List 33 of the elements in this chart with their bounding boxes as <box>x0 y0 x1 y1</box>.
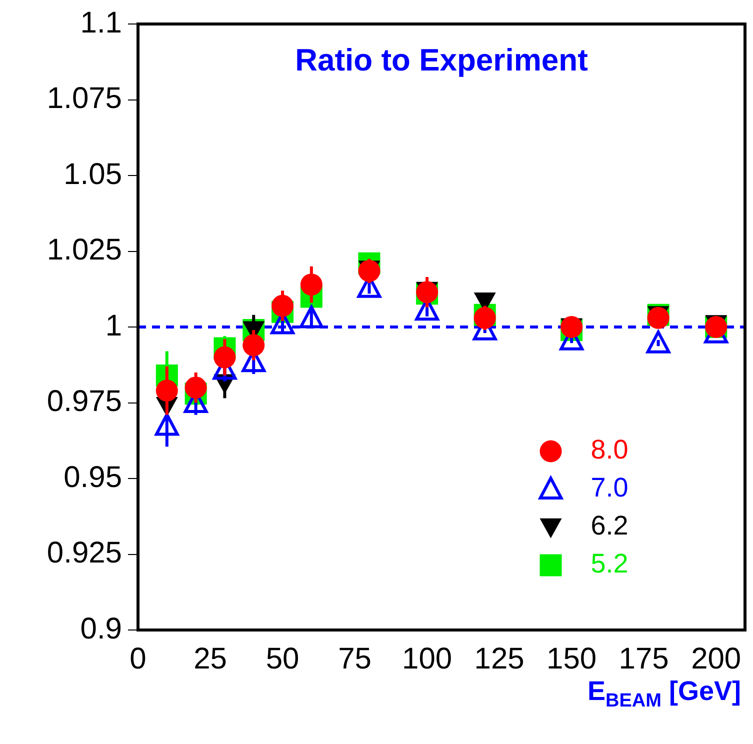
point <box>154 412 179 436</box>
x-tick-label: 75 <box>338 642 372 676</box>
x-tick-label: 125 <box>474 642 524 676</box>
point <box>214 346 236 368</box>
text: Ratio to Experiment <box>295 42 588 78</box>
x-tick-label: 25 <box>194 642 227 676</box>
y-tick-label: 0.925 <box>46 536 122 570</box>
y-tick-label: 1.05 <box>64 158 122 191</box>
x-tick-label: 175 <box>618 642 669 676</box>
y-tick-label: 1 <box>105 309 122 342</box>
x-tick-label: 100 <box>402 642 452 676</box>
y-tick-label: 0.975 <box>46 385 122 418</box>
point <box>156 380 178 402</box>
x-axis-title: E$_{BEAM}$ [GeV] <box>588 676 741 712</box>
y-tick-label: 0.9 <box>80 612 122 646</box>
legend-label: 7.0 <box>590 472 628 503</box>
x-tick-label: 50 <box>266 642 300 676</box>
point <box>272 294 294 317</box>
x-tick-label: 200 <box>691 642 742 676</box>
point <box>646 330 670 354</box>
y-tick-label: 0.95 <box>64 460 122 494</box>
point <box>299 305 324 328</box>
x-tick-label: 0 <box>130 642 146 676</box>
y-tick-label: 1.075 <box>46 82 122 116</box>
legend-label: 6.2 <box>590 510 628 541</box>
y-tick-label: 1.025 <box>46 234 122 267</box>
y-tick-label: 1.1 <box>80 6 122 40</box>
point <box>300 274 322 296</box>
legend-label: 5.2 <box>590 548 628 579</box>
x-tick-label: 150 <box>546 642 597 676</box>
point <box>184 376 207 399</box>
point <box>242 334 265 356</box>
legend-label: 8.0 <box>590 434 628 465</box>
